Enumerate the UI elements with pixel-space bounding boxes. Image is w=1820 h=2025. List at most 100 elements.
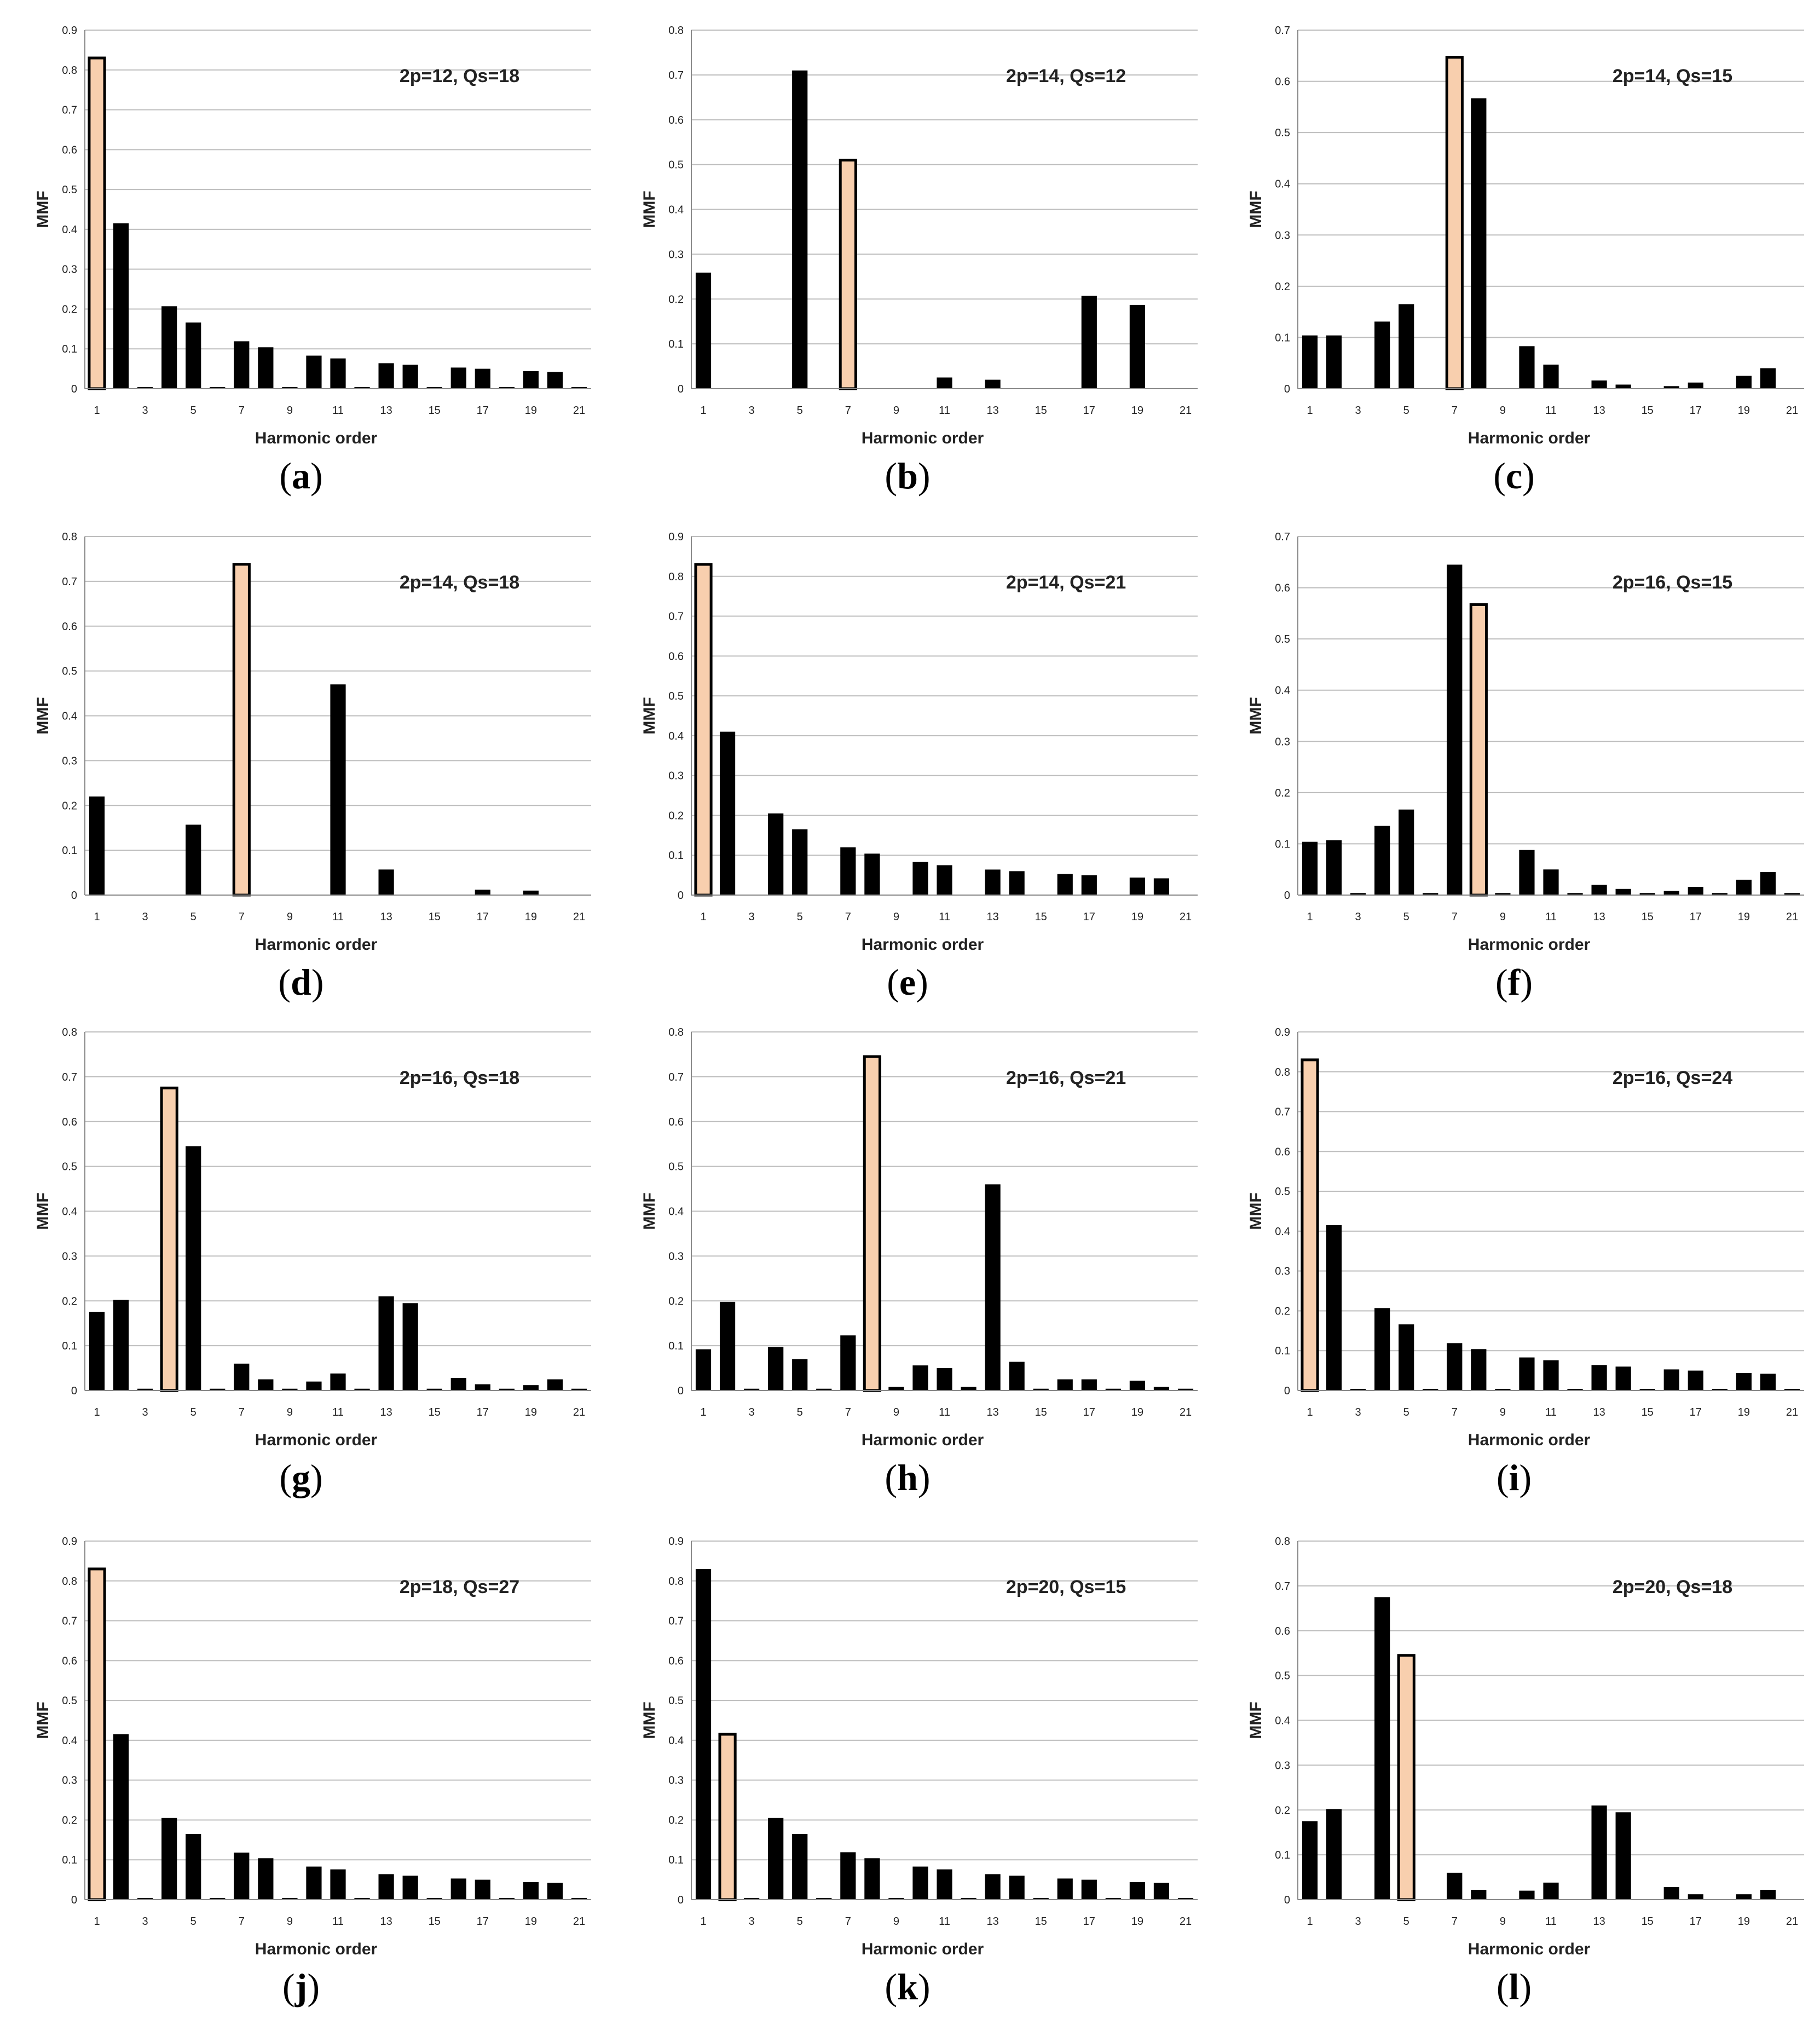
bar <box>402 1303 418 1391</box>
bar <box>1033 1898 1049 1900</box>
y-tick-label: 0.2 <box>62 1295 77 1307</box>
bar <box>1081 875 1097 895</box>
highlight-bar <box>718 1733 737 1901</box>
x-tick-label: 19 <box>1738 1406 1750 1418</box>
bar <box>1736 879 1752 895</box>
bar <box>1663 386 1679 389</box>
bar <box>258 1379 274 1391</box>
bar <box>186 1833 201 1900</box>
bar-chart-k: 00.10.20.30.40.50.60.70.80.91 3 5 7 9 11 13 15 1… <box>640 1536 1198 1958</box>
x-tick-label: 19 <box>1738 911 1750 923</box>
bar <box>937 1869 952 1900</box>
panel-letter: c <box>1505 455 1523 497</box>
highlight-bar <box>1469 603 1488 897</box>
bar <box>1129 877 1145 895</box>
x-tick-label: 11 <box>1545 405 1557 417</box>
x-axis-title: Harmonic order <box>1468 936 1591 954</box>
bar <box>89 796 105 895</box>
bar-chart-d: 00.10.20.30.40.50.60.70.81 3 5 7 9 11 13 15 17 19… <box>34 531 591 954</box>
y-tick-label: 0.6 <box>668 1116 684 1128</box>
x-tick-label: 13 <box>380 1406 392 1418</box>
y-tick-label: 0.6 <box>62 1116 77 1128</box>
bar <box>1615 1812 1631 1900</box>
x-tick-label: 7 <box>239 405 245 417</box>
bar <box>1447 564 1463 895</box>
bar <box>186 824 201 895</box>
panel-letter: l <box>1509 1966 1519 2007</box>
y-tick-label: 0.5 <box>1275 1186 1290 1198</box>
bar <box>378 1874 394 1900</box>
bar-chart-c: 00.10.20.30.40.50.60.71 3 5 7 9 11 13 15 17 19 21H… <box>1247 25 1804 447</box>
bar <box>1057 874 1073 895</box>
bar <box>258 347 274 389</box>
x-tick-label: 5 <box>190 1406 197 1418</box>
bar <box>1081 296 1097 389</box>
bar <box>1302 335 1318 389</box>
bar <box>1057 1379 1073 1391</box>
bar <box>426 387 442 389</box>
y-tick-label: 0.9 <box>1275 1026 1290 1039</box>
x-tick-label: 17 <box>1690 1916 1702 1928</box>
bar <box>450 367 466 389</box>
panel-caption: (a) <box>279 455 323 497</box>
bar <box>1350 893 1366 895</box>
bar <box>1784 893 1800 895</box>
bar <box>1688 1370 1703 1391</box>
y-tick-label: 0.4 <box>1275 685 1290 697</box>
x-tick-label: 21 <box>1180 405 1192 417</box>
y-axis-title: MMF <box>34 1701 52 1739</box>
y-axis-title: MMF <box>640 1192 658 1230</box>
y-tick-label: 0.3 <box>668 1250 684 1262</box>
y-tick-label: 0.8 <box>62 531 77 543</box>
y-axis-title: MMF <box>1247 191 1265 228</box>
bar <box>1543 1882 1559 1900</box>
bar <box>1495 893 1511 895</box>
bar <box>1519 850 1535 895</box>
x-axis-title: Harmonic order <box>1468 429 1591 447</box>
chart-panel-e: 0 0.1 0.2 0.3 0.4 0.5 0.6 0.7 0.8 0.9 1 3 5 7 9 11 13 15 1… <box>606 506 1209 1010</box>
bar <box>1326 1225 1342 1391</box>
bar <box>330 1373 346 1391</box>
x-tick-label: 21 <box>1786 1406 1798 1418</box>
bar <box>937 865 952 895</box>
y-tick-label: 0.4 <box>668 1735 684 1747</box>
x-tick-label: 15 <box>1642 1916 1654 1928</box>
bar <box>161 306 177 389</box>
bar <box>792 829 808 895</box>
x-tick-label: 13 <box>1593 1406 1605 1418</box>
bar <box>985 1874 1001 1900</box>
bar <box>137 1388 153 1391</box>
bar <box>1374 826 1390 895</box>
bar <box>354 1898 370 1900</box>
x-tick-label: 3 <box>749 911 755 923</box>
x-tick-label: 21 <box>1786 405 1798 417</box>
bar <box>1760 368 1776 389</box>
bar <box>306 355 322 389</box>
y-tick-label: 0.3 <box>1275 1266 1290 1278</box>
bar <box>354 1388 370 1391</box>
panel-letter: h <box>897 1457 918 1498</box>
bar-chart-g: 00.10.20.30.40.50.60.70.81 3 5 7 9 11 13 15 17 19… <box>34 1026 591 1449</box>
x-tick-label: 5 <box>797 1406 803 1418</box>
y-tick-label: 0.2 <box>62 1814 77 1826</box>
bar <box>186 1146 201 1391</box>
x-tick-label: 1 <box>94 911 100 923</box>
bar <box>1129 1882 1145 1900</box>
y-tick-label: 0.7 <box>62 105 77 117</box>
x-tick-label: 3 <box>1355 1916 1361 1928</box>
bar <box>282 1898 298 1900</box>
x-tick-label: 11 <box>939 911 950 923</box>
x-tick-label: 19 <box>1738 1916 1750 1928</box>
x-tick-label: 7 <box>1452 1916 1458 1928</box>
y-tick-label: 0.9 <box>62 1536 77 1548</box>
y-tick-label: 0.2 <box>668 1814 684 1826</box>
bar <box>1057 1878 1073 1900</box>
bar <box>89 1312 105 1391</box>
y-tick-label: 0.2 <box>668 1295 684 1307</box>
y-tick-label: 0 <box>1284 1385 1290 1397</box>
y-tick-label: 0 <box>678 1894 684 1906</box>
x-tick-label: 21 <box>1786 1916 1798 1928</box>
bar <box>354 387 370 389</box>
x-tick-label: 3 <box>1355 405 1361 417</box>
y-tick-label: 0.3 <box>668 1775 684 1787</box>
